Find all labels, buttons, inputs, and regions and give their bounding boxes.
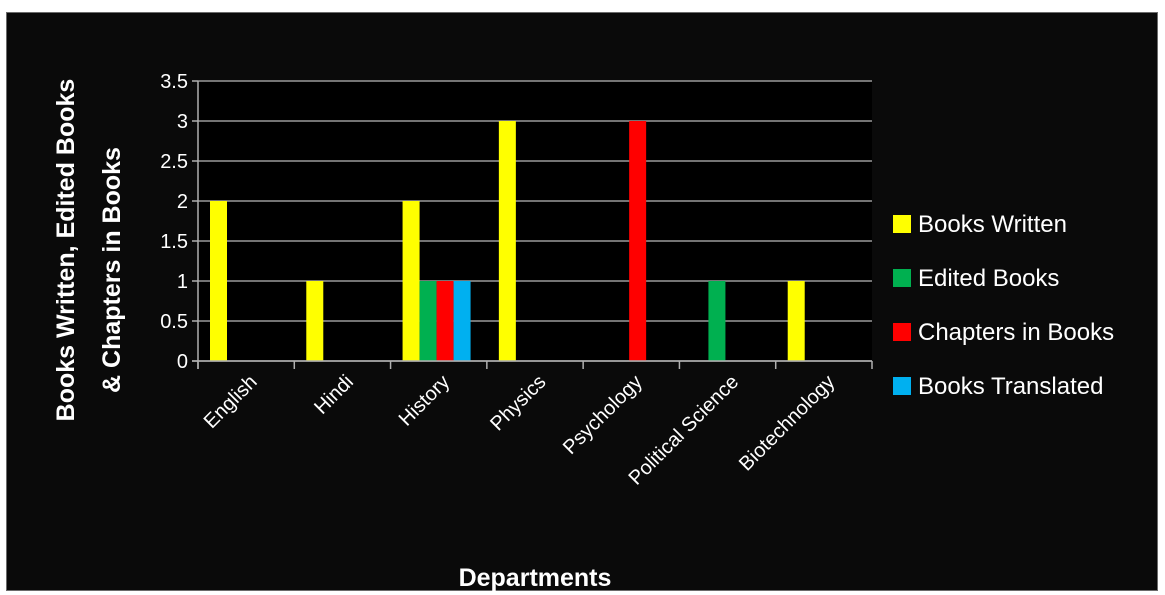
bar-books-written bbox=[402, 201, 420, 361]
plot-area bbox=[198, 81, 872, 361]
bar-books-translated bbox=[453, 281, 471, 361]
legend-label: Books Translated bbox=[918, 373, 1103, 400]
y-tick-label: 0.5 bbox=[160, 311, 188, 333]
bar-edited-books bbox=[708, 281, 726, 361]
x-tick-label: Biotechnology bbox=[735, 371, 839, 475]
y-tick-label: 1.5 bbox=[160, 231, 188, 253]
bars bbox=[210, 121, 805, 361]
y-tick-label: 3.5 bbox=[160, 71, 188, 93]
y-tick-label: 2 bbox=[177, 191, 188, 213]
legend-label: Edited Books bbox=[918, 265, 1059, 292]
y-tick-labels: 0 0.5 1 1.5 2 2.5 3 3.5 bbox=[160, 71, 188, 373]
x-tick-labels: English Hindi History Physics PsychologyPoli… bbox=[200, 371, 840, 490]
legend-swatch bbox=[893, 215, 911, 233]
axes bbox=[192, 80, 873, 369]
bar-books-written bbox=[306, 281, 324, 361]
x-tick-label: Hindi bbox=[310, 371, 358, 419]
x-tick-label: History bbox=[395, 371, 455, 431]
y-tick-label: 3 bbox=[177, 111, 188, 133]
y-axis-title-line-1: Books Written, Edited Books bbox=[52, 79, 80, 422]
legend: Books Written Edited Books Chapters in Boo… bbox=[893, 211, 1114, 400]
x-tick-label: Psychology bbox=[559, 371, 647, 459]
y-tick-label: 0 bbox=[177, 351, 188, 373]
x-tick-label: English bbox=[200, 371, 262, 433]
legend-swatch bbox=[893, 269, 911, 287]
legend-swatch bbox=[893, 323, 911, 341]
x-tick-label: Physics bbox=[486, 371, 550, 435]
bar-chapters-in-books bbox=[436, 281, 454, 361]
legend-label: Books Written bbox=[918, 211, 1067, 238]
bar-chapters-in-books bbox=[629, 121, 647, 361]
legend-label: Chapters in Books bbox=[918, 319, 1114, 346]
bar-books-written bbox=[787, 281, 805, 361]
x-axis-title: Departments bbox=[459, 564, 612, 592]
gridlines bbox=[198, 80, 872, 362]
y-tick-label: 2.5 bbox=[160, 151, 188, 173]
bar-books-written bbox=[498, 121, 516, 361]
bar-books-written bbox=[210, 201, 227, 361]
y-axis-title-line-2: & Chapters in Books bbox=[98, 147, 126, 393]
bar-edited-books bbox=[419, 281, 437, 361]
legend-swatch bbox=[893, 377, 911, 395]
y-tick-label: 1 bbox=[177, 271, 188, 293]
